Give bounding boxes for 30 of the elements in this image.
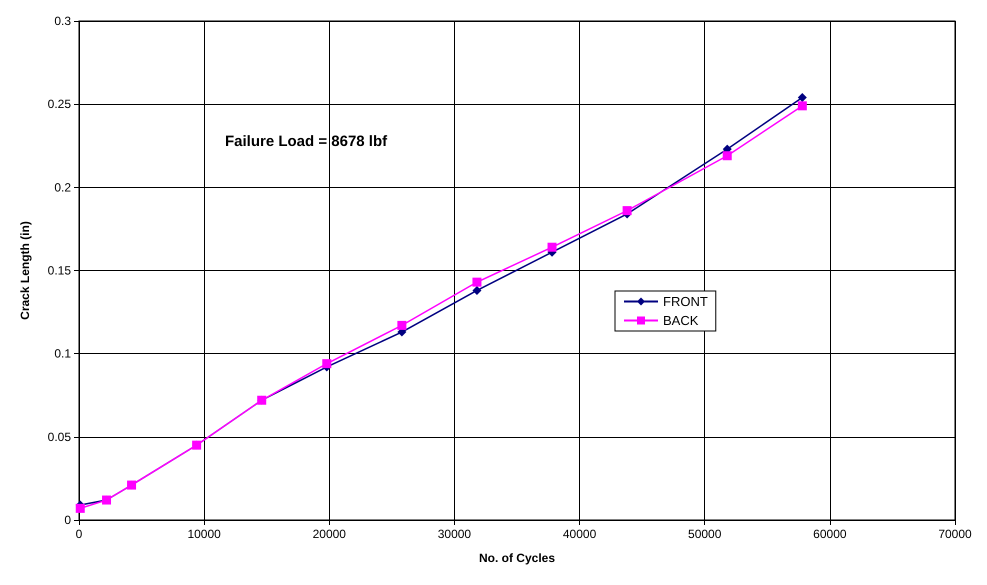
point bbox=[397, 320, 406, 330]
x-tick-label: 60000 bbox=[813, 527, 847, 541]
y-tick-label: 0.15 bbox=[48, 264, 72, 278]
x-axis-title: No. of Cycles bbox=[478, 551, 556, 565]
annotation: Failure Load = 8678 lbf bbox=[225, 133, 388, 150]
point bbox=[798, 101, 807, 110]
y-tick-label: 0.25 bbox=[48, 97, 72, 112]
point bbox=[472, 286, 482, 295]
point bbox=[622, 206, 632, 216]
legend-label: BACK bbox=[663, 313, 699, 328]
y-tick-label: 0.1 bbox=[54, 346, 72, 361]
point bbox=[798, 93, 807, 102]
x-tick-label: 20000 bbox=[312, 527, 346, 541]
legend-label: FRONT bbox=[663, 294, 708, 309]
point bbox=[548, 242, 557, 252]
point bbox=[76, 504, 85, 513]
y-tick-label: 0 bbox=[64, 513, 72, 527]
y-tick-label: 0.2 bbox=[54, 180, 72, 194]
point bbox=[472, 278, 482, 287]
x-tick-label: 10000 bbox=[187, 527, 222, 541]
x-tick-label: 30000 bbox=[438, 527, 472, 541]
x-tick-label: 0 bbox=[76, 527, 83, 541]
y-tick-label: 0.3 bbox=[54, 14, 72, 28]
y-tick-label: 0.05 bbox=[48, 430, 72, 444]
point bbox=[722, 151, 732, 160]
point bbox=[322, 359, 332, 368]
x-tick-label: 70000 bbox=[938, 527, 972, 541]
x-tick-label: 50000 bbox=[688, 527, 722, 541]
x-tick-label: 40000 bbox=[562, 527, 597, 541]
y-axis-title: Crack Length (in) bbox=[18, 221, 32, 320]
